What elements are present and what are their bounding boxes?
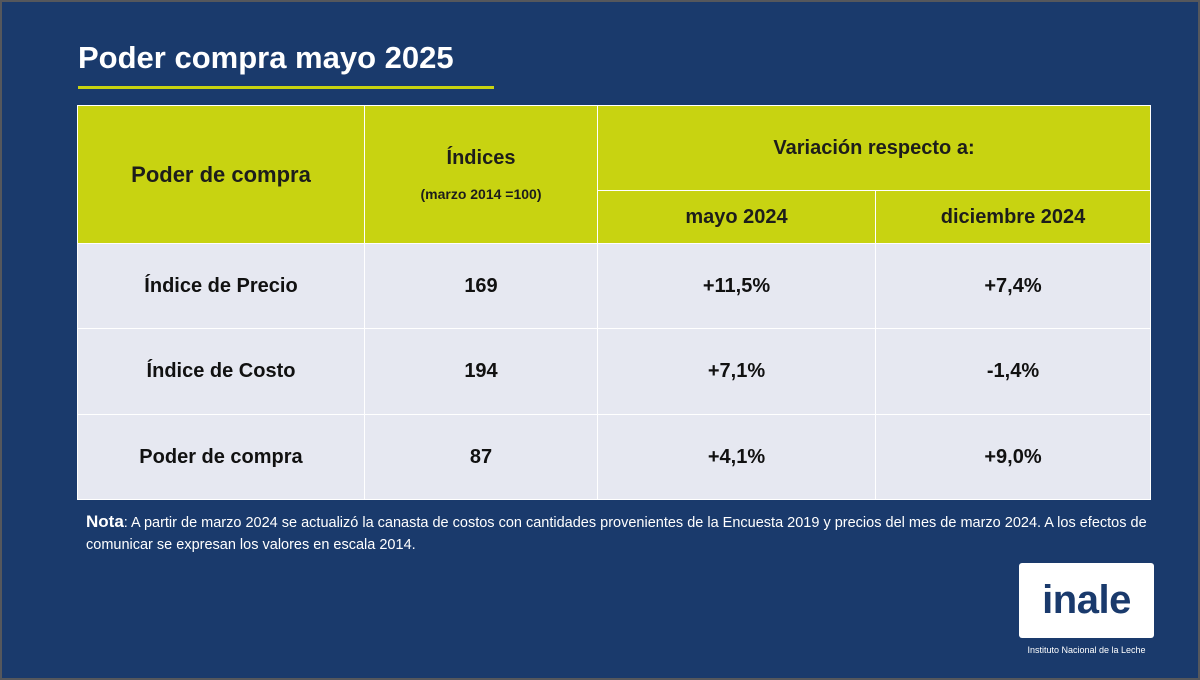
row-var-diciembre: +7,4% — [874, 243, 1152, 329]
table-row: Índice de Costo 194 +7,1% -1,4% — [77, 328, 1152, 415]
header-diciembre-2024: diciembre 2024 — [874, 190, 1152, 244]
row-var-diciembre: +9,0% — [874, 414, 1152, 500]
table-row: Poder de compra 87 +4,1% +9,0% — [77, 414, 1152, 500]
row-label: Índice de Costo — [77, 328, 365, 415]
row-label: Poder de compra — [77, 414, 365, 500]
purchasing-power-table: Poder de compra Índices (marzo 2014 =100… — [77, 105, 1152, 500]
header-variacion: Variación respecto a: — [596, 105, 1152, 191]
footnote-label: Nota — [86, 512, 124, 531]
footnote-text: : A partir de marzo 2024 se actualizó la… — [86, 515, 1147, 553]
row-label: Índice de Precio — [77, 243, 365, 329]
header-indices-subtitle: (marzo 2014 =100) — [420, 186, 542, 202]
row-var-mayo: +11,5% — [597, 243, 876, 329]
title-underline — [78, 86, 494, 89]
row-index: 87 — [364, 414, 598, 500]
row-var-diciembre: -1,4% — [874, 328, 1152, 415]
inale-logo: inale — [1019, 563, 1154, 638]
header-group-label: Variación respecto a: — [773, 136, 975, 159]
logo-caption: Instituto Nacional de la Leche — [1027, 645, 1146, 655]
header-mayo-2024: mayo 2024 — [597, 190, 876, 244]
header-indices-title: Índices — [446, 147, 516, 169]
logo-text: inale — [1042, 578, 1131, 622]
footnote: Nota: A partir de marzo 2024 se actualiz… — [86, 511, 1156, 556]
header-poder-de-compra: Poder de compra — [77, 105, 365, 244]
row-index: 194 — [364, 328, 598, 415]
page-title: Poder compra mayo 2025 — [78, 40, 454, 75]
row-var-mayo: +4,1% — [597, 414, 876, 500]
table-row: Índice de Precio 169 +11,5% +7,4% — [77, 243, 1152, 329]
header-col1-label: Poder de compra — [131, 161, 311, 187]
row-index: 169 — [364, 243, 598, 329]
row-var-mayo: +7,1% — [597, 328, 876, 415]
header-indices: Índices (marzo 2014 =100) — [364, 105, 598, 244]
